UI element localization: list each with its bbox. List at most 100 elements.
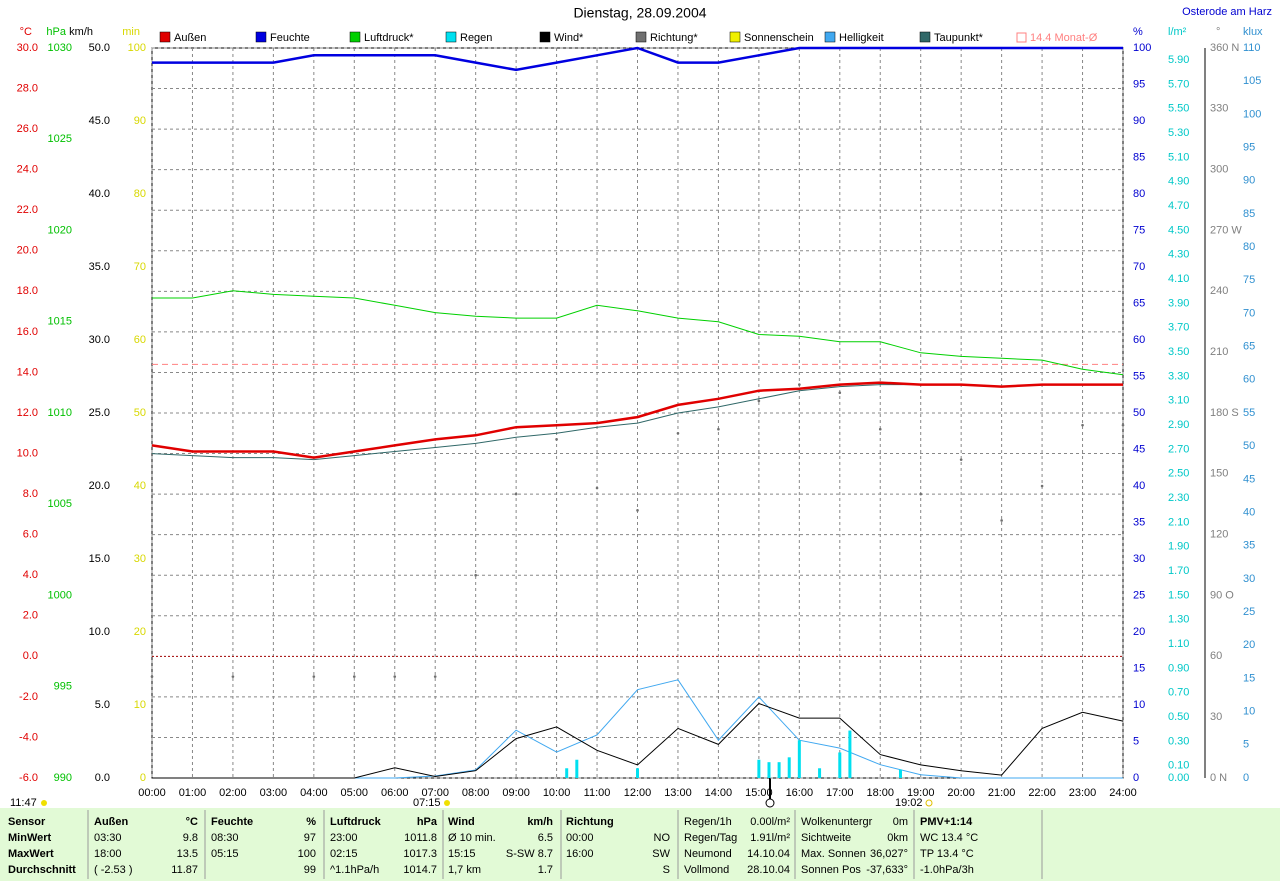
y-tick-label: 15 (1243, 672, 1255, 684)
series-line (152, 702, 1124, 779)
direction-dot (231, 675, 235, 678)
y-tick-label: 55 (1243, 407, 1255, 419)
x-tick-label: 00:00 (138, 787, 166, 799)
y-tick-label: 4.0 (23, 569, 38, 581)
y-tick-label: 85 (1133, 151, 1145, 163)
y-tick-label: 25 (1243, 606, 1255, 618)
direction-dot (312, 675, 316, 678)
direction-dot (798, 383, 801, 386)
y-tick-label: 14.0 (17, 366, 38, 378)
cell: ( -2.53 ) (94, 864, 133, 876)
y-tick-label: 0 (140, 772, 146, 784)
direction-dot (393, 675, 397, 678)
y-tick-label: 4.50 (1168, 224, 1189, 236)
y-tick-label: 5.70 (1168, 78, 1189, 90)
y-tick-label: 0 N (1210, 772, 1227, 784)
y-tick-label: 100 (128, 42, 146, 54)
cell: 36,027° (870, 848, 908, 860)
y-tick-label: 0.30 (1168, 735, 1189, 747)
bar (818, 768, 822, 778)
cell: SW (652, 848, 670, 860)
y-tick-label: 45 (1243, 473, 1255, 485)
y-tick-label: 40 (1133, 480, 1145, 492)
cell: 23:00 (330, 832, 358, 844)
legend-label: Wind* (554, 32, 584, 44)
y-tick-label: 1010 (48, 407, 72, 419)
cell: 05:15 (211, 848, 239, 860)
x-tick-label: 20:00 (947, 787, 975, 799)
legend-label: 14.4 Monat-Ø (1030, 32, 1098, 44)
y-tick-label: 5.90 (1168, 54, 1189, 66)
y-tick-label: 300 (1210, 164, 1228, 176)
y-tick-label: 1.90 (1168, 541, 1189, 553)
legend-label: Richtung* (650, 32, 698, 44)
y-tick-label: 90 (1133, 115, 1145, 127)
y-tick-label: 80 (1243, 241, 1255, 253)
cell: 1011.8 (404, 832, 437, 844)
y-tick-label: 30 (1243, 573, 1255, 585)
y-tick-label: 1005 (48, 498, 72, 510)
legend-label: Sonnenschein (744, 32, 814, 44)
bar (777, 762, 781, 778)
y-tick-label: 20 (1243, 639, 1255, 651)
y-tick-label: 85 (1243, 208, 1255, 220)
x-tick-label: 23:00 (1069, 787, 1097, 799)
y-tick-label: 210 (1210, 346, 1228, 358)
series-line (152, 290, 1124, 376)
y-tick-label: 360 N (1210, 42, 1239, 54)
cell: NO (654, 832, 671, 844)
legend-swatch (159, 31, 171, 43)
y-tick-label: 60 (134, 334, 146, 346)
direction-dot (878, 427, 882, 431)
bar (575, 759, 579, 778)
cell: ^1.1hPa/h (330, 864, 379, 876)
y-tick-label: 30 (1133, 553, 1145, 565)
cell: 28.10.04 (747, 864, 790, 876)
x-tick-label: 03:00 (260, 787, 288, 799)
y-tick-label: 2.0 (23, 610, 38, 622)
y-tick-label: 240 (1210, 285, 1228, 297)
y-tick-label: 90 O (1210, 589, 1234, 601)
y-tick-label: 10.0 (89, 626, 110, 638)
y-tick-label: 330 (1210, 103, 1228, 115)
y-tick-label: 50.0 (89, 42, 110, 54)
y-tick-label: 100 (1133, 42, 1151, 54)
axis-unit: °C (20, 26, 32, 38)
y-tick-label: 5.50 (1168, 103, 1189, 115)
legend-swatch (349, 31, 361, 43)
y-tick-label: -4.0 (19, 731, 38, 743)
y-tick-label: 990 (54, 772, 72, 784)
cell: 0m (893, 816, 908, 828)
direction-dot (1081, 423, 1084, 427)
y-tick-label: 8.0 (23, 488, 38, 500)
legend-label: Feuchte (270, 32, 310, 44)
y-tick-label: 2.30 (1168, 492, 1189, 504)
legend-label: Luftdruck* (364, 32, 414, 44)
cell: S (663, 864, 670, 876)
y-tick-label: 50 (1243, 440, 1255, 452)
column-unit: hPa (417, 816, 438, 828)
y-tick-label: 25.0 (89, 407, 110, 419)
y-tick-label: 40 (134, 480, 146, 492)
cell: Max. Sonnen (801, 848, 866, 860)
y-tick-label: 1.10 (1168, 638, 1189, 650)
y-tick-label: 1.50 (1168, 589, 1189, 601)
y-tick-label: 995 (54, 681, 72, 693)
x-tick-label: 24:00 (1109, 787, 1137, 799)
y-tick-label: 50 (1133, 407, 1145, 419)
x-tick-label: 06:00 (381, 787, 409, 799)
y-tick-label: 10 (134, 699, 146, 711)
y-tick-label: 1015 (48, 316, 72, 328)
series-line (152, 46, 1123, 72)
column-header: Luftdruck (330, 816, 382, 828)
y-tick-label: 0.10 (1168, 760, 1189, 772)
y-tick-label: 80 (134, 188, 146, 200)
y-tick-label: 16.0 (17, 326, 38, 338)
cell: 1014.7 (403, 864, 437, 876)
direction-dot (717, 427, 720, 431)
cell: 03:30 (94, 832, 122, 844)
cell: Wolkenuntergr (801, 816, 873, 828)
x-tick-label: 18:00 (866, 787, 894, 799)
y-tick-label: 0.0 (23, 650, 38, 662)
